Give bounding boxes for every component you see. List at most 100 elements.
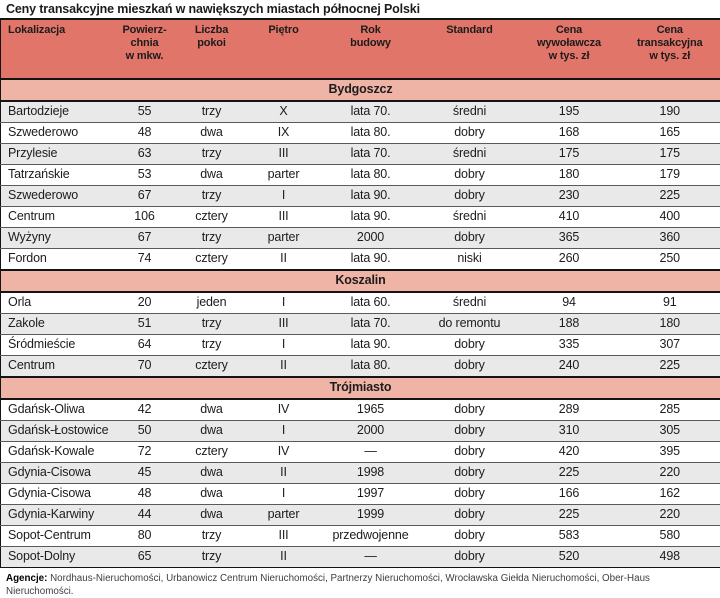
cell-pietro: III bbox=[247, 144, 321, 165]
column-header-cena-transakcyjna: Cena transakcyjna w tys. zł bbox=[620, 20, 720, 79]
cell-cena-transakcyjna: 220 bbox=[620, 505, 720, 526]
table-header: Lokalizacja Powierz- chnia w mkw. Liczba… bbox=[1, 20, 720, 79]
cell-cena-transakcyjna: 250 bbox=[620, 249, 720, 271]
cell-powierzchnia-mkw: 74 bbox=[113, 249, 177, 271]
cell-standard: dobry bbox=[421, 123, 519, 144]
cell-rok-budowy: lata 70. bbox=[321, 314, 421, 335]
cell-lokalizacja: Szwederowo bbox=[1, 186, 113, 207]
cell-pietro: II bbox=[247, 463, 321, 484]
cell-lokalizacja: Gdynia-Cisowa bbox=[1, 463, 113, 484]
cell-standard: dobry bbox=[421, 399, 519, 421]
cell-liczba-pokoi: trzy bbox=[177, 186, 247, 207]
section-title: Bydgoszcz bbox=[1, 79, 720, 101]
cell-rok-budowy: 1965 bbox=[321, 399, 421, 421]
cell-pietro: III bbox=[247, 207, 321, 228]
cell-cena-transakcyjna: 498 bbox=[620, 547, 720, 568]
cell-lokalizacja: Bartodzieje bbox=[1, 101, 113, 123]
cell-lokalizacja: Tatrzańskie bbox=[1, 165, 113, 186]
cell-liczba-pokoi: cztery bbox=[177, 356, 247, 378]
section-title: Koszalin bbox=[1, 270, 720, 292]
cell-lokalizacja: Szwederowo bbox=[1, 123, 113, 144]
cell-rok-budowy: lata 90. bbox=[321, 249, 421, 271]
table-title: Ceny transakcyjne mieszkań w nawiększych… bbox=[0, 0, 720, 20]
section-band: Trójmiasto bbox=[1, 377, 720, 399]
cell-powierzchnia-mkw: 67 bbox=[113, 186, 177, 207]
cell-powierzchnia-mkw: 48 bbox=[113, 484, 177, 505]
cell-powierzchnia-mkw: 63 bbox=[113, 144, 177, 165]
cell-standard: średni bbox=[421, 292, 519, 314]
cell-liczba-pokoi: trzy bbox=[177, 314, 247, 335]
cell-standard: dobry bbox=[421, 356, 519, 378]
column-header-powierzchnia: Powierz- chnia w mkw. bbox=[113, 20, 177, 79]
cell-rok-budowy: lata 90. bbox=[321, 207, 421, 228]
cell-rok-budowy: lata 80. bbox=[321, 165, 421, 186]
column-header-cena-wywolawcza: Cena wywoławcza w tys. zł bbox=[519, 20, 620, 79]
cell-liczba-pokoi: trzy bbox=[177, 101, 247, 123]
cell-rok-budowy: 2000 bbox=[321, 228, 421, 249]
cell-cena-transakcyjna: 225 bbox=[620, 356, 720, 378]
cell-standard: do remontu bbox=[421, 314, 519, 335]
cell-lokalizacja: Gdańsk-Oliwa bbox=[1, 399, 113, 421]
cell-cena-wywolawcza: 240 bbox=[519, 356, 620, 378]
column-header-liczba-pokoi: Liczba pokoi bbox=[177, 20, 247, 79]
cell-cena-transakcyjna: 307 bbox=[620, 335, 720, 356]
cell-cena-wywolawcza: 188 bbox=[519, 314, 620, 335]
cell-standard: dobry bbox=[421, 505, 519, 526]
cell-cena-wywolawcza: 230 bbox=[519, 186, 620, 207]
cell-cena-transakcyjna: 580 bbox=[620, 526, 720, 547]
cell-powierzchnia-mkw: 106 bbox=[113, 207, 177, 228]
section-band: Koszalin bbox=[1, 270, 720, 292]
cell-liczba-pokoi: trzy bbox=[177, 547, 247, 568]
cell-standard: dobry bbox=[421, 335, 519, 356]
cell-standard: średni bbox=[421, 207, 519, 228]
cell-liczba-pokoi: cztery bbox=[177, 249, 247, 271]
cell-rok-budowy: lata 70. bbox=[321, 144, 421, 165]
cell-powierzchnia-mkw: 42 bbox=[113, 399, 177, 421]
data-table: Lokalizacja Powierz- chnia w mkw. Liczba… bbox=[0, 20, 720, 568]
cell-pietro: III bbox=[247, 526, 321, 547]
cell-cena-transakcyjna: 162 bbox=[620, 484, 720, 505]
cell-pietro: I bbox=[247, 484, 321, 505]
cell-cena-transakcyjna: 220 bbox=[620, 463, 720, 484]
cell-standard: dobry bbox=[421, 463, 519, 484]
cell-powierzchnia-mkw: 72 bbox=[113, 442, 177, 463]
section-title: Trójmiasto bbox=[1, 377, 720, 399]
column-header-pietro: Piętro bbox=[247, 20, 321, 79]
cell-liczba-pokoi: dwa bbox=[177, 463, 247, 484]
cell-powierzchnia-mkw: 20 bbox=[113, 292, 177, 314]
cell-cena-transakcyjna: 305 bbox=[620, 421, 720, 442]
cell-rok-budowy: 1999 bbox=[321, 505, 421, 526]
cell-pietro: I bbox=[247, 292, 321, 314]
cell-cena-transakcyjna: 91 bbox=[620, 292, 720, 314]
cell-cena-transakcyjna: 165 bbox=[620, 123, 720, 144]
cell-cena-wywolawcza: 195 bbox=[519, 101, 620, 123]
cell-powierzchnia-mkw: 65 bbox=[113, 547, 177, 568]
cell-liczba-pokoi: cztery bbox=[177, 207, 247, 228]
cell-cena-wywolawcza: 166 bbox=[519, 484, 620, 505]
cell-lokalizacja: Sopot-Centrum bbox=[1, 526, 113, 547]
cell-pietro: X bbox=[247, 101, 321, 123]
column-header-lokalizacja: Lokalizacja bbox=[1, 20, 113, 79]
cell-cena-wywolawcza: 168 bbox=[519, 123, 620, 144]
cell-standard: dobry bbox=[421, 526, 519, 547]
cell-cena-wywolawcza: 335 bbox=[519, 335, 620, 356]
cell-cena-transakcyjna: 395 bbox=[620, 442, 720, 463]
cell-lokalizacja: Centrum bbox=[1, 356, 113, 378]
cell-standard: dobry bbox=[421, 547, 519, 568]
cell-standard: średni bbox=[421, 144, 519, 165]
cell-standard: dobry bbox=[421, 421, 519, 442]
column-header-rok-budowy: Rok budowy bbox=[321, 20, 421, 79]
